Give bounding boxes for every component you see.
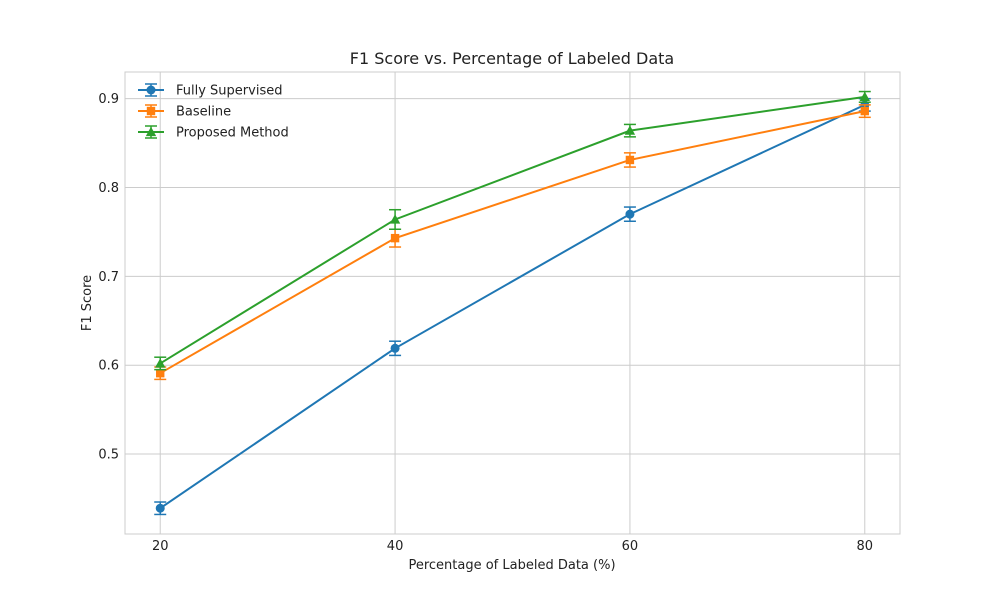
data-point <box>390 233 400 243</box>
data-point <box>859 91 870 102</box>
legend: Fully Supervised Baseline Proposed Method <box>138 83 289 141</box>
data-point <box>390 343 400 353</box>
data-point <box>156 368 165 378</box>
y-tick-label: 0.7 <box>98 270 119 285</box>
data-point <box>389 214 401 224</box>
legend-label: Fully Supervised <box>176 84 282 99</box>
series-proposed-method <box>154 90 871 371</box>
legend-item: Fully Supervised <box>138 83 282 99</box>
series-layer <box>154 90 871 516</box>
series-baseline <box>154 104 871 381</box>
series-line-fully-supervised <box>159 103 866 510</box>
legend-item: Baseline <box>138 104 231 120</box>
grid <box>125 72 900 534</box>
plot-frame <box>124 71 901 535</box>
x-tick-label: 20 <box>152 539 169 554</box>
y-axis-label: F1 Score <box>80 275 95 331</box>
data-point <box>155 503 165 513</box>
legend-marker <box>146 85 156 95</box>
y-tick-label: 0.6 <box>98 359 119 374</box>
data-point <box>625 155 635 165</box>
data-point <box>625 209 635 219</box>
legend-marker <box>146 106 156 116</box>
ticks: 20 40 60 80 0.5 0.6 0.7 0.8 0.9 <box>98 92 873 554</box>
series-line-proposed-method <box>159 95 865 365</box>
data-point <box>624 125 636 135</box>
x-tick-label: 60 <box>622 539 639 554</box>
y-tick-label: 0.9 <box>98 92 119 107</box>
legend-label: Baseline <box>176 105 231 120</box>
data-point <box>155 358 166 368</box>
x-tick-label: 40 <box>387 539 404 554</box>
chart-title: F1 Score vs. Percentage of Labeled Data <box>350 49 674 68</box>
legend-marker <box>145 126 157 137</box>
data-point <box>860 106 869 116</box>
legend-item: Proposed Method <box>138 125 289 141</box>
x-tick-label: 80 <box>856 539 873 554</box>
y-tick-label: 0.8 <box>98 181 119 196</box>
x-axis-label: Percentage of Labeled Data (%) <box>408 558 615 573</box>
y-tick-label: 0.5 <box>98 448 119 463</box>
series-line-baseline <box>159 110 865 375</box>
legend-label: Proposed Method <box>176 126 289 141</box>
